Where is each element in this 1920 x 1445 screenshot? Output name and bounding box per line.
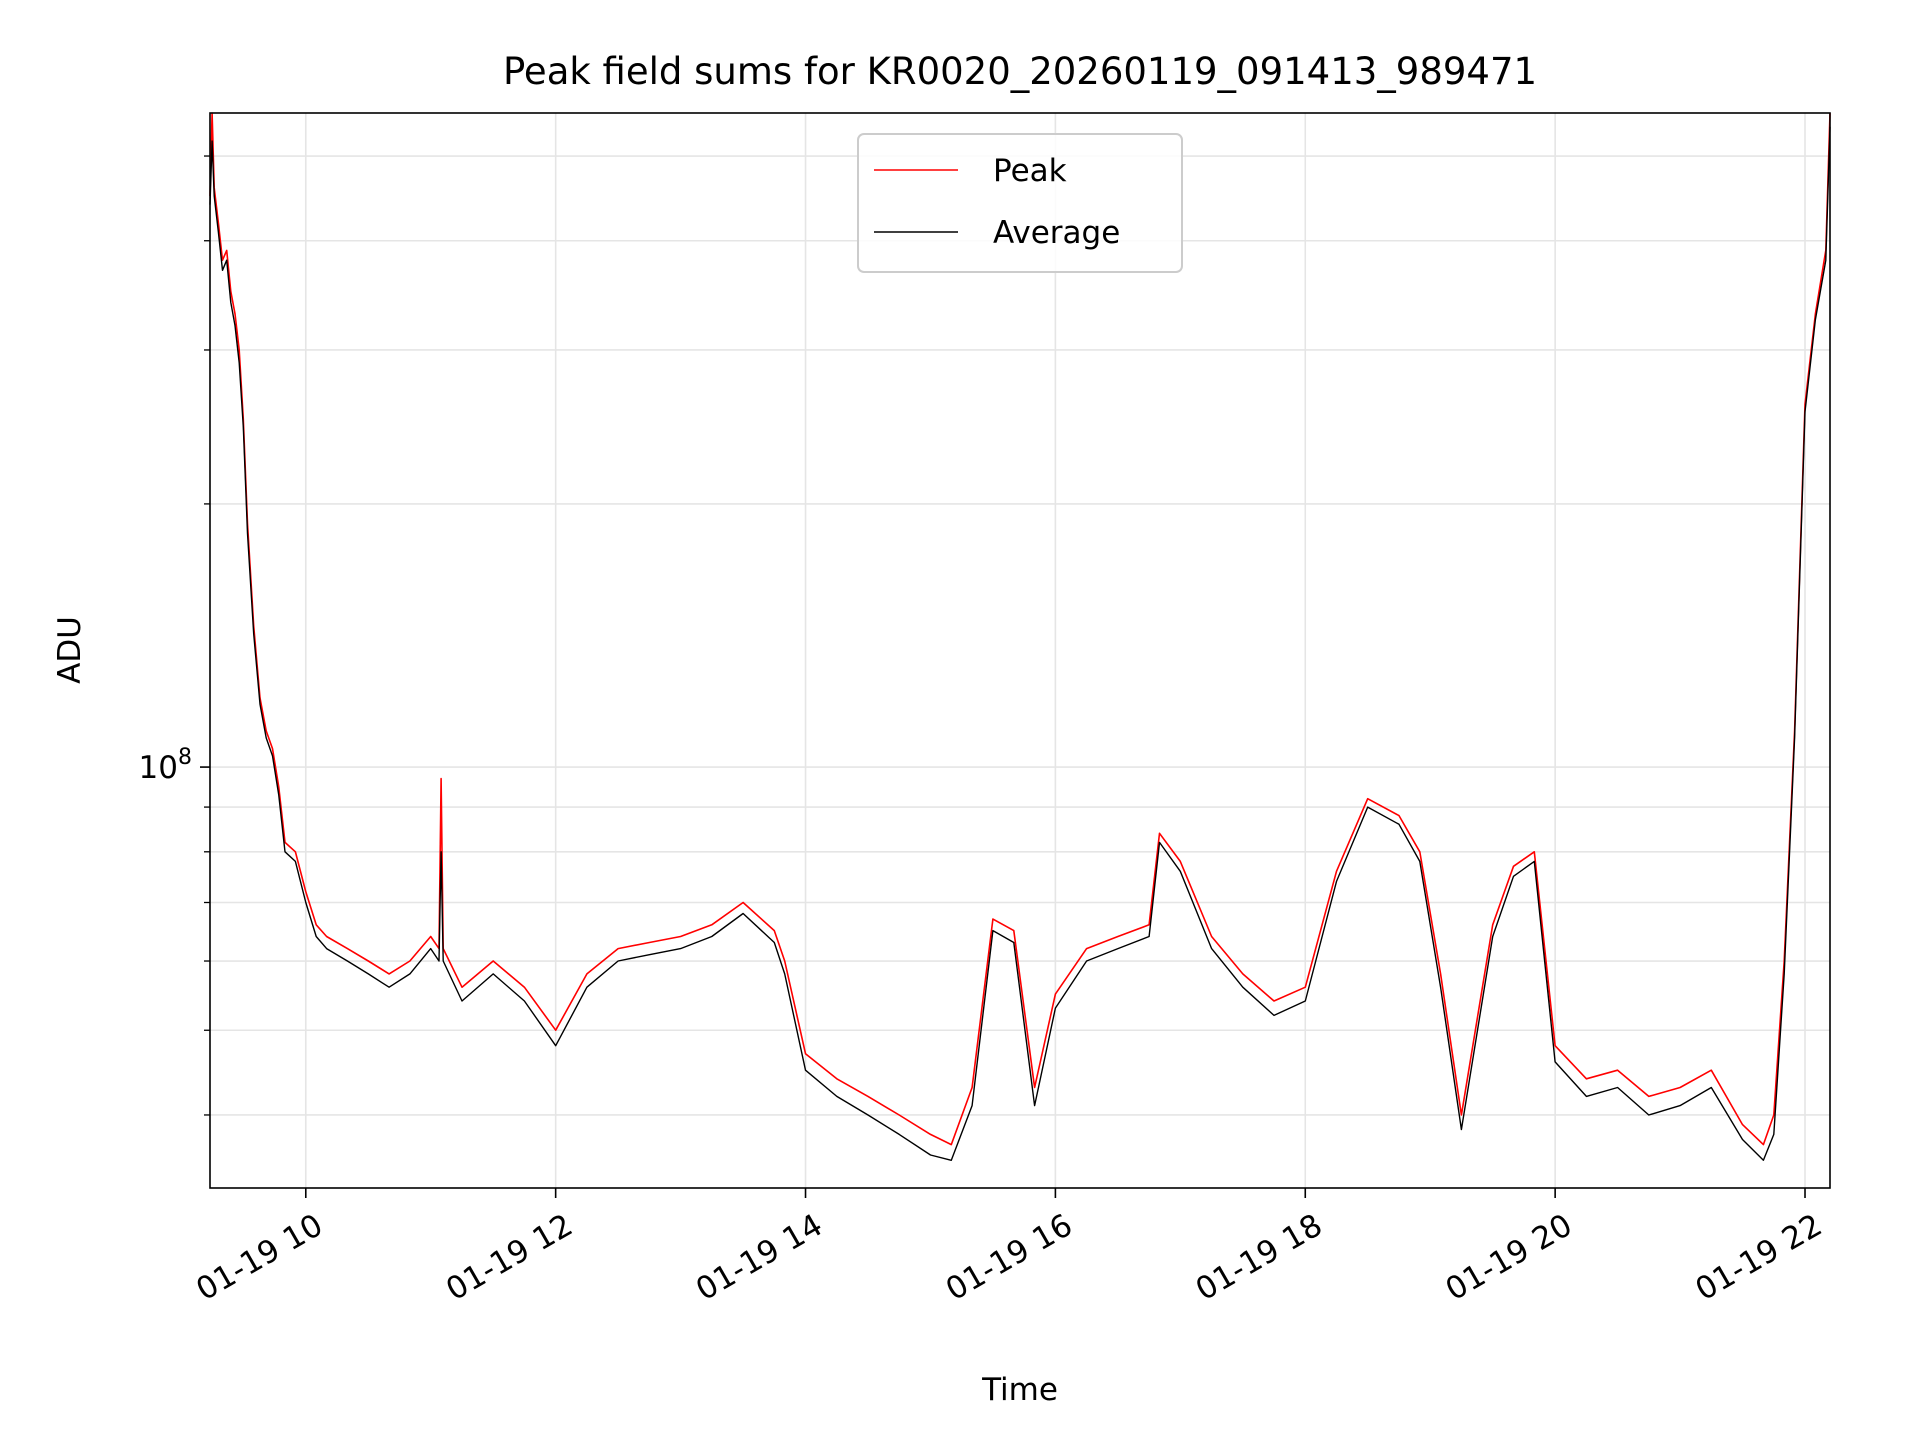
legend: Peak Average bbox=[857, 133, 1183, 273]
legend-box bbox=[857, 133, 1183, 273]
y-tick-label-0: 108 bbox=[139, 745, 192, 786]
series-line-average bbox=[209, 126, 1831, 1162]
legend-label-average: Average bbox=[993, 215, 1120, 251]
plot-area-frame bbox=[209, 112, 1831, 1189]
legend-label-peak: Peak bbox=[993, 153, 1067, 189]
y-axis-label: ADU bbox=[52, 616, 88, 684]
series-line-peak bbox=[209, 112, 1831, 1146]
x-axis-label: Time bbox=[981, 1372, 1058, 1408]
chart-title: Peak field sums for KR0020_20260119_0914… bbox=[503, 50, 1537, 93]
grid-lines bbox=[210, 113, 1830, 1188]
series-lines bbox=[209, 112, 1831, 1162]
